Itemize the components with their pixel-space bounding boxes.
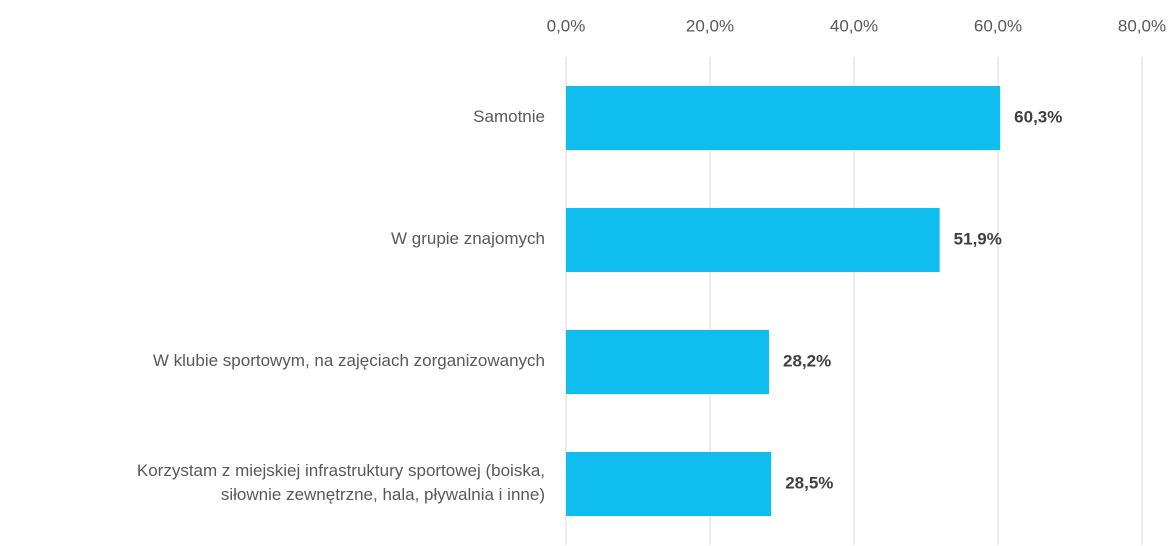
data-label: 28,2% — [783, 351, 831, 370]
data-label: 51,9% — [954, 229, 1002, 248]
x-tick-label: 60,0% — [974, 16, 1022, 35]
y-tick-label: W klubie sportowym, na zajęciach zorgani… — [153, 351, 545, 370]
y-tick-label: W grupie znajomych — [391, 229, 545, 248]
bar — [566, 86, 1001, 150]
bar — [566, 208, 940, 272]
x-tick-label: 0,0% — [547, 16, 586, 35]
y-tick-label: Samotnie — [473, 107, 545, 126]
data-label: 28,5% — [785, 473, 833, 492]
x-tick-label: 40,0% — [830, 16, 878, 35]
y-tick-label: Korzystam z miejskiej infrastruktury spo… — [137, 461, 545, 504]
bar — [566, 452, 772, 516]
bar — [566, 330, 770, 394]
data-label: 60,3% — [1014, 107, 1062, 126]
x-tick-label: 80,0% — [1118, 16, 1166, 35]
x-tick-label: 20,0% — [686, 16, 734, 35]
